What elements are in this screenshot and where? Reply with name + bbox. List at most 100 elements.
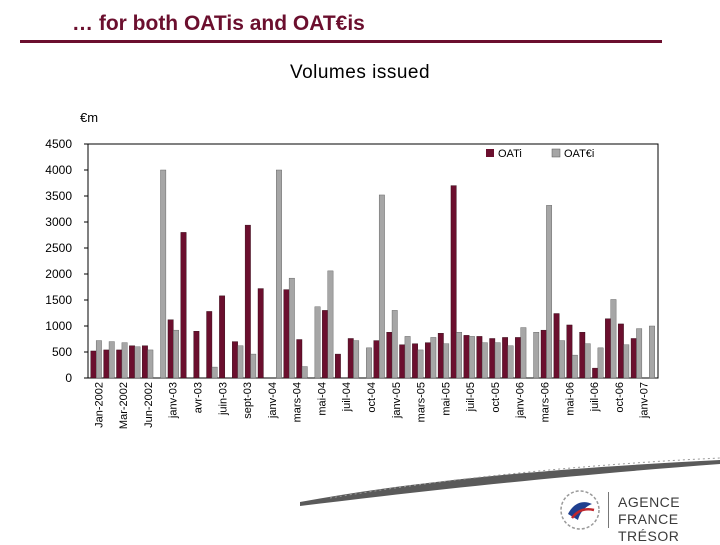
bar-oati [386, 332, 393, 379]
bar-oati [244, 224, 251, 379]
bar-oateuri [636, 328, 643, 379]
y-tick-label: 0 [65, 371, 72, 385]
bar-oati [463, 335, 470, 379]
bar-oateuri [623, 344, 630, 379]
bar-oateuri [430, 337, 437, 379]
bar-oateuri [301, 366, 308, 379]
bar-oateuri [108, 341, 115, 379]
bar-oati [180, 232, 187, 379]
bar-oati [502, 337, 509, 379]
bar-oateuri [121, 342, 128, 379]
x-tick-label: janv-06 [515, 382, 527, 419]
bar-oati [566, 324, 573, 379]
bar-oateuri [288, 277, 295, 379]
bar-oateuri [147, 349, 154, 379]
bar-oateuri [276, 169, 282, 379]
bar-oati [515, 337, 521, 379]
bar-oateuri [314, 306, 321, 379]
x-tick-label: mars-05 [416, 382, 428, 422]
y-tick-label: 3000 [45, 215, 72, 229]
x-tick-label: oct-06 [614, 382, 626, 413]
logo-line-1: AGENCE [618, 494, 681, 510]
x-tick-label: Jan-2002 [93, 382, 105, 428]
bar-oati [219, 295, 226, 379]
bar-oateuri [160, 169, 167, 379]
bar-oati [193, 331, 200, 379]
bar-oati [90, 350, 97, 379]
bar-oateuri [546, 205, 553, 379]
bar-oati [129, 345, 135, 379]
x-tick-label: janv-03 [168, 382, 180, 419]
x-tick-label: oct-04 [366, 382, 378, 413]
x-tick-label: juin-03 [217, 382, 229, 416]
bar-oateuri [443, 343, 450, 379]
y-tick-label: 2500 [45, 241, 72, 255]
legend-swatch-oati [486, 149, 494, 157]
bar-oati [322, 310, 328, 379]
bar-oateuri [456, 332, 462, 379]
bar-oati [103, 349, 110, 379]
bar-oateuri [584, 343, 591, 379]
y-tick-label: 1500 [45, 293, 72, 307]
x-tick-label: mai-04 [316, 382, 328, 416]
bar-oateuri [481, 342, 488, 379]
x-tick-label: juil-04 [341, 382, 353, 412]
bar-oati [232, 341, 238, 379]
bar-oati [617, 323, 624, 379]
agency-logo-text: AGENCE FRANCE TRÉSOR [618, 494, 720, 545]
y-tick-label: 500 [52, 345, 72, 359]
bar-oateuri [378, 194, 385, 379]
bar-oateuri [520, 327, 527, 379]
x-tick-label: oct-05 [490, 382, 502, 413]
agency-emblem-icon [560, 490, 600, 530]
bar-oati [450, 185, 457, 379]
bar-oati [579, 332, 586, 379]
bar-oati [347, 338, 354, 379]
bar-oateuri [469, 336, 475, 379]
bar-oati [412, 343, 418, 379]
bar-oateuri [494, 342, 501, 379]
bar-oateuri [134, 346, 141, 379]
bar-oati [142, 345, 148, 379]
bar-oati [257, 288, 264, 379]
bar-oateuri [211, 366, 218, 379]
legend-swatch-oateuri [551, 148, 561, 158]
bar-oati [553, 313, 560, 379]
y-tick-label: 4500 [45, 137, 72, 151]
bar-oati [630, 338, 637, 379]
bar-oati [476, 336, 483, 379]
x-tick-label: janv-05 [391, 382, 403, 419]
bar-oati [425, 342, 431, 379]
x-tick-label: avr-03 [193, 382, 205, 413]
bar-oateuri [250, 353, 257, 379]
bar-oati [437, 333, 444, 379]
x-tick-label: Jun-2002 [143, 382, 155, 428]
legend-label-oateuri: OAT€i [564, 148, 594, 160]
y-tick-label: 4000 [45, 163, 72, 177]
x-tick-label: mai-06 [564, 382, 576, 416]
y-tick-label: 3500 [45, 189, 72, 203]
bar-oati [116, 349, 123, 379]
bar-oateuri [559, 340, 565, 379]
x-tick-label: mai-05 [440, 382, 452, 416]
legend-label-oati: OATi [498, 148, 522, 160]
bar-oati [206, 311, 213, 379]
footer-swoosh [300, 457, 720, 506]
bar-oateuri [237, 345, 244, 379]
x-tick-label: janv-07 [639, 382, 651, 419]
bar-oateuri [610, 299, 617, 379]
bar-oati [399, 344, 406, 379]
bar-oateuri [173, 329, 179, 379]
volumes-bar-chart: 0 500 1000 1500 2000 2500 3000 3500 4000 4500 Jan-… [45, 137, 659, 429]
y-axis-unit: €m [80, 110, 99, 125]
bar-oateuri [327, 270, 334, 379]
bar-oateuri [95, 340, 102, 379]
bar-oati [540, 329, 547, 379]
bar-oati [605, 318, 611, 379]
x-tick-label: juil-06 [589, 382, 601, 412]
bar-oati [373, 340, 380, 379]
x-tick-label: sept-03 [242, 382, 254, 419]
bar-oateuri [404, 336, 411, 379]
title-underline [20, 40, 662, 43]
bar-oateuri [533, 332, 540, 379]
